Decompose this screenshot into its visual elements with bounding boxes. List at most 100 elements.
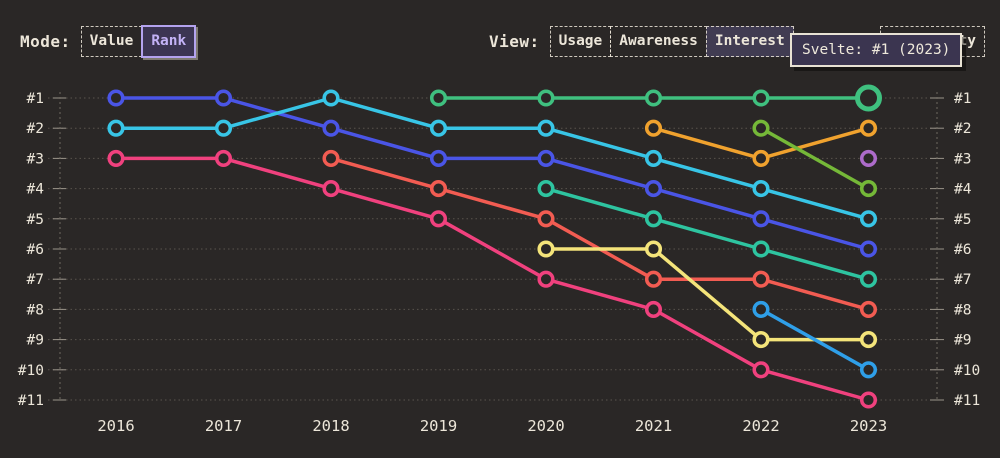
rank-axis-label-right: #9 <box>954 333 971 349</box>
rank-axis-label-right: #5 <box>954 212 971 228</box>
toolbar: Mode: Value Rank View: Usage Awareness I… <box>20 25 985 59</box>
data-point-series-teal-2022[interactable] <box>752 240 770 258</box>
data-point-series-purple-2023[interactable] <box>859 149 878 167</box>
rank-axis-label-right: #8 <box>954 302 971 318</box>
data-point-series-cyan-2020[interactable] <box>537 119 555 137</box>
data-point-series-teal-2023[interactable] <box>859 270 878 288</box>
data-point-series-pink-2022[interactable] <box>752 361 770 379</box>
year-axis-label: 2020 <box>527 417 564 435</box>
data-point-series-yellow-2020[interactable] <box>537 240 555 258</box>
view-usage-button[interactable]: Usage <box>549 26 612 58</box>
data-point-series-blue-2016[interactable] <box>107 89 125 107</box>
rank-axis-label-right: #11 <box>954 393 980 409</box>
view-interest-button[interactable]: Interest <box>705 26 794 58</box>
mode-label: Mode: <box>20 32 71 52</box>
data-point-series-blue-2022[interactable] <box>752 210 770 228</box>
year-axis-label: 2021 <box>635 417 672 435</box>
data-point-series-salmon-2021[interactable] <box>644 270 663 288</box>
data-point-series-pink-2019[interactable] <box>429 210 448 228</box>
rank-axis-label-left: #6 <box>27 242 44 258</box>
series-line-series-teal <box>544 186 871 281</box>
rank-axis-label-left: #9 <box>27 333 44 349</box>
chart-tooltip: Svelte: #1 (2023) <box>790 33 963 67</box>
data-point-series-grass-2022[interactable] <box>752 119 770 137</box>
rank-axis-label-left: #5 <box>27 212 44 228</box>
series-line-series-sky <box>759 307 871 372</box>
rank-axis-label-right: #2 <box>954 121 971 137</box>
data-point-series-pink-2016[interactable] <box>107 149 125 167</box>
data-point-series-blue-2023[interactable] <box>859 240 878 258</box>
rank-axis-label-left: #7 <box>27 272 44 288</box>
data-point-series-pink-2023[interactable] <box>859 391 878 409</box>
year-axis-label: 2022 <box>742 417 779 435</box>
data-point-series-cyan-2022[interactable] <box>752 180 770 198</box>
data-point-series-yellow-2021[interactable] <box>644 240 663 258</box>
data-point-Svelte-2021[interactable] <box>644 89 663 107</box>
data-point-series-pink-2018[interactable] <box>322 180 340 198</box>
rank-axis-label-right: #1 <box>954 91 971 107</box>
rank-axis-label-left: #4 <box>27 182 45 198</box>
rank-axis-label-right: #10 <box>954 363 980 379</box>
data-point-series-orange-2021[interactable] <box>644 119 663 137</box>
data-point-series-salmon-2020[interactable] <box>537 210 555 228</box>
data-point-series-cyan-2021[interactable] <box>644 149 663 167</box>
data-point-series-grass-2023[interactable] <box>859 180 878 198</box>
rank-axis-label-left: #8 <box>27 302 44 318</box>
year-axis-label: 2019 <box>420 417 457 435</box>
data-point-series-cyan-2019[interactable] <box>429 119 448 137</box>
mode-rank-button[interactable]: Rank <box>141 25 197 59</box>
data-point-series-salmon-2018[interactable] <box>322 149 340 167</box>
data-point-series-orange-2022[interactable] <box>752 149 770 167</box>
data-point-series-yellow-2023[interactable] <box>859 331 878 349</box>
rank-axis-label-left: #10 <box>18 363 44 379</box>
series-line-series-salmon <box>329 156 871 312</box>
data-point-Svelte-2022[interactable] <box>752 89 770 107</box>
series-line-series-blue <box>114 96 871 251</box>
data-point-series-sky-2023[interactable] <box>859 361 878 379</box>
data-point-series-blue-2019[interactable] <box>429 149 448 167</box>
view-awareness-button[interactable]: Awareness <box>610 26 707 58</box>
data-point-series-pink-2020[interactable] <box>537 270 555 288</box>
mode-value-button[interactable]: Value <box>80 26 143 58</box>
data-point-series-salmon-2022[interactable] <box>752 270 770 288</box>
data-point-series-cyan-2016[interactable] <box>107 119 125 137</box>
year-axis-label: 2017 <box>205 417 242 435</box>
data-point-series-sky-2022[interactable] <box>752 300 770 318</box>
data-point-Svelte-2020[interactable] <box>537 89 555 107</box>
data-point-series-orange-2023[interactable] <box>859 119 878 137</box>
data-point-series-pink-2017[interactable] <box>214 149 233 167</box>
series-line-series-grass <box>759 126 871 191</box>
year-axis-label: 2018 <box>312 417 349 435</box>
data-point-series-blue-2018[interactable] <box>322 119 340 137</box>
data-point-series-cyan-2018[interactable] <box>322 89 340 107</box>
data-point-series-salmon-2023[interactable] <box>859 300 878 318</box>
rank-axis-label-right: #7 <box>954 272 971 288</box>
data-point-series-blue-2017[interactable] <box>214 89 233 107</box>
data-point-series-cyan-2023[interactable] <box>859 210 878 228</box>
series-line-series-pink <box>114 156 871 402</box>
data-point-series-pink-2021[interactable] <box>644 300 663 318</box>
year-axis-label: 2016 <box>97 417 134 435</box>
mode-control-group: Mode: Value Rank <box>20 25 197 59</box>
data-point-series-blue-2021[interactable] <box>644 180 663 198</box>
data-point-series-teal-2021[interactable] <box>644 210 663 228</box>
rank-axis-label-right: #4 <box>954 182 972 198</box>
view-label: View: <box>488 32 540 52</box>
data-point-series-teal-2020[interactable] <box>537 180 555 198</box>
rank-axis-label-left: #11 <box>18 393 44 409</box>
data-point-series-salmon-2019[interactable] <box>429 180 448 198</box>
data-point-Svelte-2019[interactable] <box>429 89 448 107</box>
series-line-series-cyan <box>114 96 871 221</box>
rank-axis-label-left: #2 <box>27 121 44 137</box>
highlighted-data-point-Svelte-2023[interactable] <box>855 84 882 112</box>
data-point-series-blue-2020[interactable] <box>537 149 555 167</box>
rank-axis-label-left: #1 <box>27 91 44 107</box>
rank-axis-label-right: #3 <box>954 151 971 167</box>
data-point-series-cyan-2017[interactable] <box>214 119 233 137</box>
rank-axis-label-right: #6 <box>954 242 971 258</box>
year-axis-label: 2023 <box>850 417 887 435</box>
data-point-series-yellow-2022[interactable] <box>752 331 770 349</box>
rank-axis-label-left: #3 <box>27 151 44 167</box>
